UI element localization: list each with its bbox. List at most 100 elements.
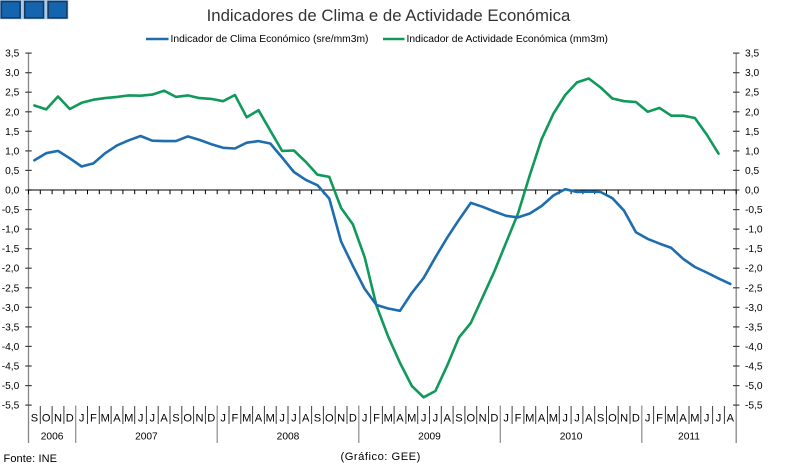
svg-text:-4,0: -4,0	[2, 342, 20, 353]
svg-text:-4,0: -4,0	[745, 342, 763, 353]
svg-text:-5,0: -5,0	[2, 381, 20, 392]
svg-text:-5,5: -5,5	[745, 401, 763, 412]
svg-text:2007: 2007	[135, 432, 158, 443]
svg-text:N: N	[54, 412, 62, 424]
svg-text:F: F	[515, 412, 522, 424]
svg-text:A: A	[396, 412, 404, 424]
svg-text:2008: 2008	[277, 432, 300, 443]
svg-text:J: J	[716, 412, 722, 424]
svg-text:J: J	[562, 412, 568, 424]
svg-text:M: M	[407, 412, 416, 424]
svg-text:M: M	[266, 412, 275, 424]
svg-text:S: S	[172, 412, 179, 424]
svg-text:A: A	[727, 412, 735, 424]
svg-text:S: S	[314, 412, 321, 424]
svg-text:-2,0: -2,0	[745, 264, 763, 275]
svg-text:3,5: 3,5	[5, 49, 19, 60]
svg-text:J: J	[150, 412, 156, 424]
svg-text:M: M	[690, 412, 699, 424]
svg-text:-2,5: -2,5	[745, 283, 763, 294]
svg-text:-5,0: -5,0	[745, 381, 763, 392]
svg-text:0,5: 0,5	[745, 166, 759, 177]
svg-text:0,0: 0,0	[745, 186, 759, 197]
svg-text:A: A	[160, 412, 168, 424]
svg-text:D: D	[490, 412, 498, 424]
svg-text:1,0: 1,0	[5, 146, 19, 157]
svg-text:-2,5: -2,5	[2, 283, 20, 294]
svg-text:A: A	[585, 412, 593, 424]
svg-text:-4,5: -4,5	[745, 362, 763, 373]
svg-text:-1,0: -1,0	[2, 225, 20, 236]
svg-text:J: J	[79, 412, 85, 424]
svg-text:-0,5: -0,5	[745, 205, 763, 216]
svg-text:D: D	[632, 412, 640, 424]
svg-text:0,5: 0,5	[5, 166, 19, 177]
svg-text:A: A	[113, 412, 121, 424]
svg-text:F: F	[373, 412, 380, 424]
svg-text:M: M	[101, 412, 110, 424]
svg-text:(Gráfico: GEE): (Gráfico: GEE)	[341, 451, 421, 463]
svg-text:O: O	[42, 412, 51, 424]
svg-text:N: N	[479, 412, 487, 424]
svg-text:-4,5: -4,5	[2, 362, 20, 373]
svg-text:0,0: 0,0	[5, 186, 19, 197]
svg-text:D: D	[66, 412, 74, 424]
svg-text:F: F	[232, 412, 239, 424]
svg-text:N: N	[195, 412, 203, 424]
svg-text:Indicador de Clima Económico (: Indicador de Clima Económico (sre/mm3m)	[171, 34, 369, 45]
svg-text:J: J	[138, 412, 144, 424]
svg-text:O: O	[183, 412, 192, 424]
svg-text:J: J	[704, 412, 710, 424]
svg-text:M: M	[667, 412, 676, 424]
svg-text:2,5: 2,5	[5, 88, 19, 99]
svg-text:J: J	[574, 412, 580, 424]
svg-text:M: M	[124, 412, 133, 424]
svg-text:-1,5: -1,5	[2, 244, 20, 255]
svg-text:-2,0: -2,0	[2, 264, 20, 275]
svg-text:-3,0: -3,0	[745, 303, 763, 314]
svg-text:M: M	[549, 412, 558, 424]
svg-text:J: J	[291, 412, 297, 424]
svg-text:-3,5: -3,5	[745, 322, 763, 333]
svg-text:O: O	[325, 412, 334, 424]
svg-text:S: S	[597, 412, 604, 424]
svg-text:J: J	[421, 412, 427, 424]
svg-text:-3,5: -3,5	[2, 322, 20, 333]
svg-text:2006: 2006	[41, 432, 64, 443]
svg-text:A: A	[255, 412, 263, 424]
svg-text:1,5: 1,5	[5, 127, 19, 138]
svg-text:J: J	[220, 412, 226, 424]
svg-text:A: A	[443, 412, 451, 424]
svg-text:J: J	[433, 412, 439, 424]
svg-text:M: M	[242, 412, 251, 424]
svg-text:2011: 2011	[678, 432, 700, 443]
svg-text:-5,5: -5,5	[2, 401, 20, 412]
svg-text:3,5: 3,5	[745, 49, 759, 60]
svg-text:A: A	[679, 412, 687, 424]
svg-text:1,5: 1,5	[745, 127, 759, 138]
svg-text:F: F	[656, 412, 663, 424]
svg-text:Indicadores de Clima e de Acti: Indicadores de Clima e de Actividade Eco…	[207, 6, 571, 25]
svg-text:Indicador de Actividade Económ: Indicador de Actividade Económica (mm3m)	[407, 34, 608, 45]
svg-text:D: D	[349, 412, 357, 424]
svg-text:N: N	[337, 412, 345, 424]
svg-text:J: J	[362, 412, 368, 424]
svg-text:2009: 2009	[418, 432, 441, 443]
svg-text:O: O	[466, 412, 475, 424]
svg-text:A: A	[538, 412, 546, 424]
svg-text:-0,5: -0,5	[2, 205, 20, 216]
svg-text:1,0: 1,0	[745, 146, 759, 157]
svg-text:M: M	[384, 412, 393, 424]
svg-text:A: A	[302, 412, 310, 424]
svg-text:J: J	[645, 412, 651, 424]
svg-text:-1,5: -1,5	[745, 244, 763, 255]
svg-text:S: S	[455, 412, 462, 424]
svg-text:2,0: 2,0	[745, 107, 759, 118]
svg-text:-3,0: -3,0	[2, 303, 20, 314]
svg-text:N: N	[620, 412, 628, 424]
svg-text:S: S	[31, 412, 38, 424]
svg-text:Fonte: INE: Fonte: INE	[4, 453, 58, 465]
svg-text:2,5: 2,5	[745, 88, 759, 99]
svg-text:2,0: 2,0	[5, 107, 19, 118]
svg-text:M: M	[525, 412, 534, 424]
